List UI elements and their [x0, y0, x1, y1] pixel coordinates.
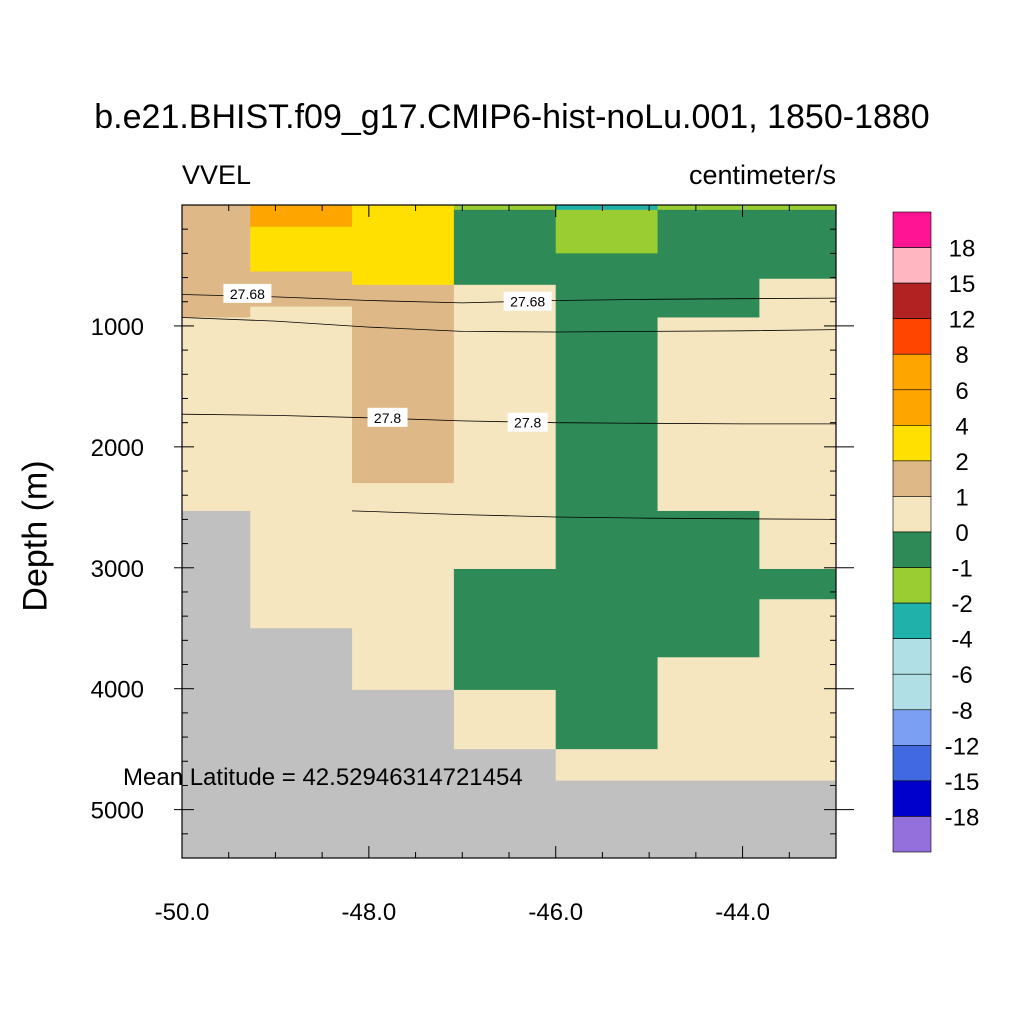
x-tick-label: -50.0: [155, 899, 210, 926]
contour-line: [181, 317, 837, 333]
heatmap-cell: [453, 205, 557, 211]
contour-label: 27.68: [230, 286, 265, 302]
contour-label-box: [223, 283, 272, 303]
y-tick-label: 4000: [91, 677, 144, 704]
heatmap-cell: [555, 780, 659, 859]
heatmap-cell: [250, 226, 353, 273]
contour-lines: 27.68 27.68 27.8 27.8: [181, 283, 837, 520]
heatmap-cell: [352, 284, 455, 484]
y-tick-label: 3000: [91, 556, 144, 583]
heatmap-cell: [352, 205, 455, 286]
heatmap-cell: [657, 205, 760, 211]
colorbar-box: [892, 460, 932, 497]
y-tick-label: 1000: [91, 314, 144, 341]
heatmap-cell: [555, 749, 659, 782]
plot-axes: -50.0 -48.0 -46.0 -44.0 1000 2000 3000 4000 5000: [91, 204, 854, 926]
heatmap-cell: [657, 317, 760, 512]
y-tick-label: 5000: [91, 798, 144, 825]
colorbar-label: 0: [955, 520, 968, 547]
heatmap-cell: [657, 780, 760, 859]
colorbar: 18 15 12 8 6 4 2 1 0 -1 -2 -4 -6 -8 -12 -15 -18: [892, 211, 980, 853]
colorbar-box: [892, 780, 932, 817]
x-tick-label: -46.0: [528, 899, 583, 926]
colorbar-label: -15: [945, 769, 980, 796]
heatmap-cell: [453, 568, 557, 691]
heatmap-cell: [555, 209, 659, 254]
colorbar-box: [892, 673, 932, 711]
colorbar-label: 4: [955, 413, 968, 440]
heatmap-cell: [250, 306, 353, 629]
colorbar-box: [892, 389, 932, 426]
heatmap-cell: [250, 628, 353, 859]
colorbar-label: 18: [949, 236, 976, 263]
colorbar-label: 1: [955, 484, 968, 511]
heatmap-cell: [657, 657, 760, 782]
y-tick-label: 2000: [91, 435, 144, 462]
colorbar-box: [892, 602, 932, 639]
heatmap-cell: [555, 205, 659, 211]
contour-label-box: [507, 412, 548, 432]
colorbar-label: 12: [949, 307, 976, 334]
heatmap-cell: [657, 209, 760, 318]
colorbar-box: [892, 816, 932, 853]
contour-line: [351, 510, 837, 520]
heatmap-cell: [759, 205, 837, 211]
heatmap-cell: [453, 749, 557, 859]
colorbar-box: [892, 211, 932, 248]
colorbar-box: [892, 531, 932, 568]
contour-label: 27.8: [374, 410, 401, 426]
colorbar-box: [892, 353, 932, 391]
colorbar-box: [892, 425, 932, 462]
colorbar-box: [892, 709, 932, 746]
heatmap-cell: [250, 205, 353, 228]
colorbar-box: [892, 282, 932, 319]
contour-label-box: [367, 407, 408, 427]
heatmap-cell: [759, 568, 837, 600]
x-tick-label: -44.0: [715, 899, 770, 926]
colorbar-label: -2: [951, 591, 972, 618]
mean-latitude-note: Mean Latitude = 42.52946314721454: [123, 764, 523, 791]
heatmap-cell: [352, 483, 455, 691]
heatmap-cell: [759, 209, 837, 280]
heatmap-cell: [759, 599, 837, 782]
colorbar-label: 8: [955, 342, 968, 369]
colorbar-box: [892, 567, 932, 604]
units-label: centimeter/s: [688, 160, 836, 190]
heatmap-cell: [657, 510, 760, 658]
colorbar-box: [892, 745, 932, 782]
heatmap-cell: [182, 510, 251, 859]
contour-label-box: [503, 291, 552, 311]
variable-label: VVEL: [182, 160, 252, 190]
colorbar-label: -4: [951, 627, 972, 654]
colorbar-label: -1: [951, 556, 972, 583]
colorbar-label: 15: [949, 271, 976, 298]
colorbar-box: [892, 247, 932, 284]
contour-label: 27.68: [510, 294, 545, 310]
colorbar-label: 2: [955, 449, 968, 476]
chart-title: b.e21.BHIST.f09_g17.CMIP6-hist-noLu.001,…: [94, 98, 930, 136]
heatmap-cell: [453, 209, 557, 286]
colorbar-label: -8: [951, 698, 972, 725]
contour-label: 27.8: [514, 415, 541, 431]
heatmap-cell: [555, 253, 659, 750]
colorbar-label: 6: [955, 378, 968, 405]
colorbar-box: [892, 496, 932, 533]
colorbar-label: -6: [951, 662, 972, 689]
colorbar-label: -12: [945, 733, 980, 760]
colorbar-box: [892, 638, 932, 675]
colorbar-box: [892, 318, 932, 355]
colorbar-label: -18: [945, 804, 980, 831]
heatmap-cell: [759, 780, 837, 859]
heatmap-cell: [453, 689, 557, 750]
x-tick-label: -48.0: [342, 899, 397, 926]
heatmap-cell: [352, 689, 455, 859]
